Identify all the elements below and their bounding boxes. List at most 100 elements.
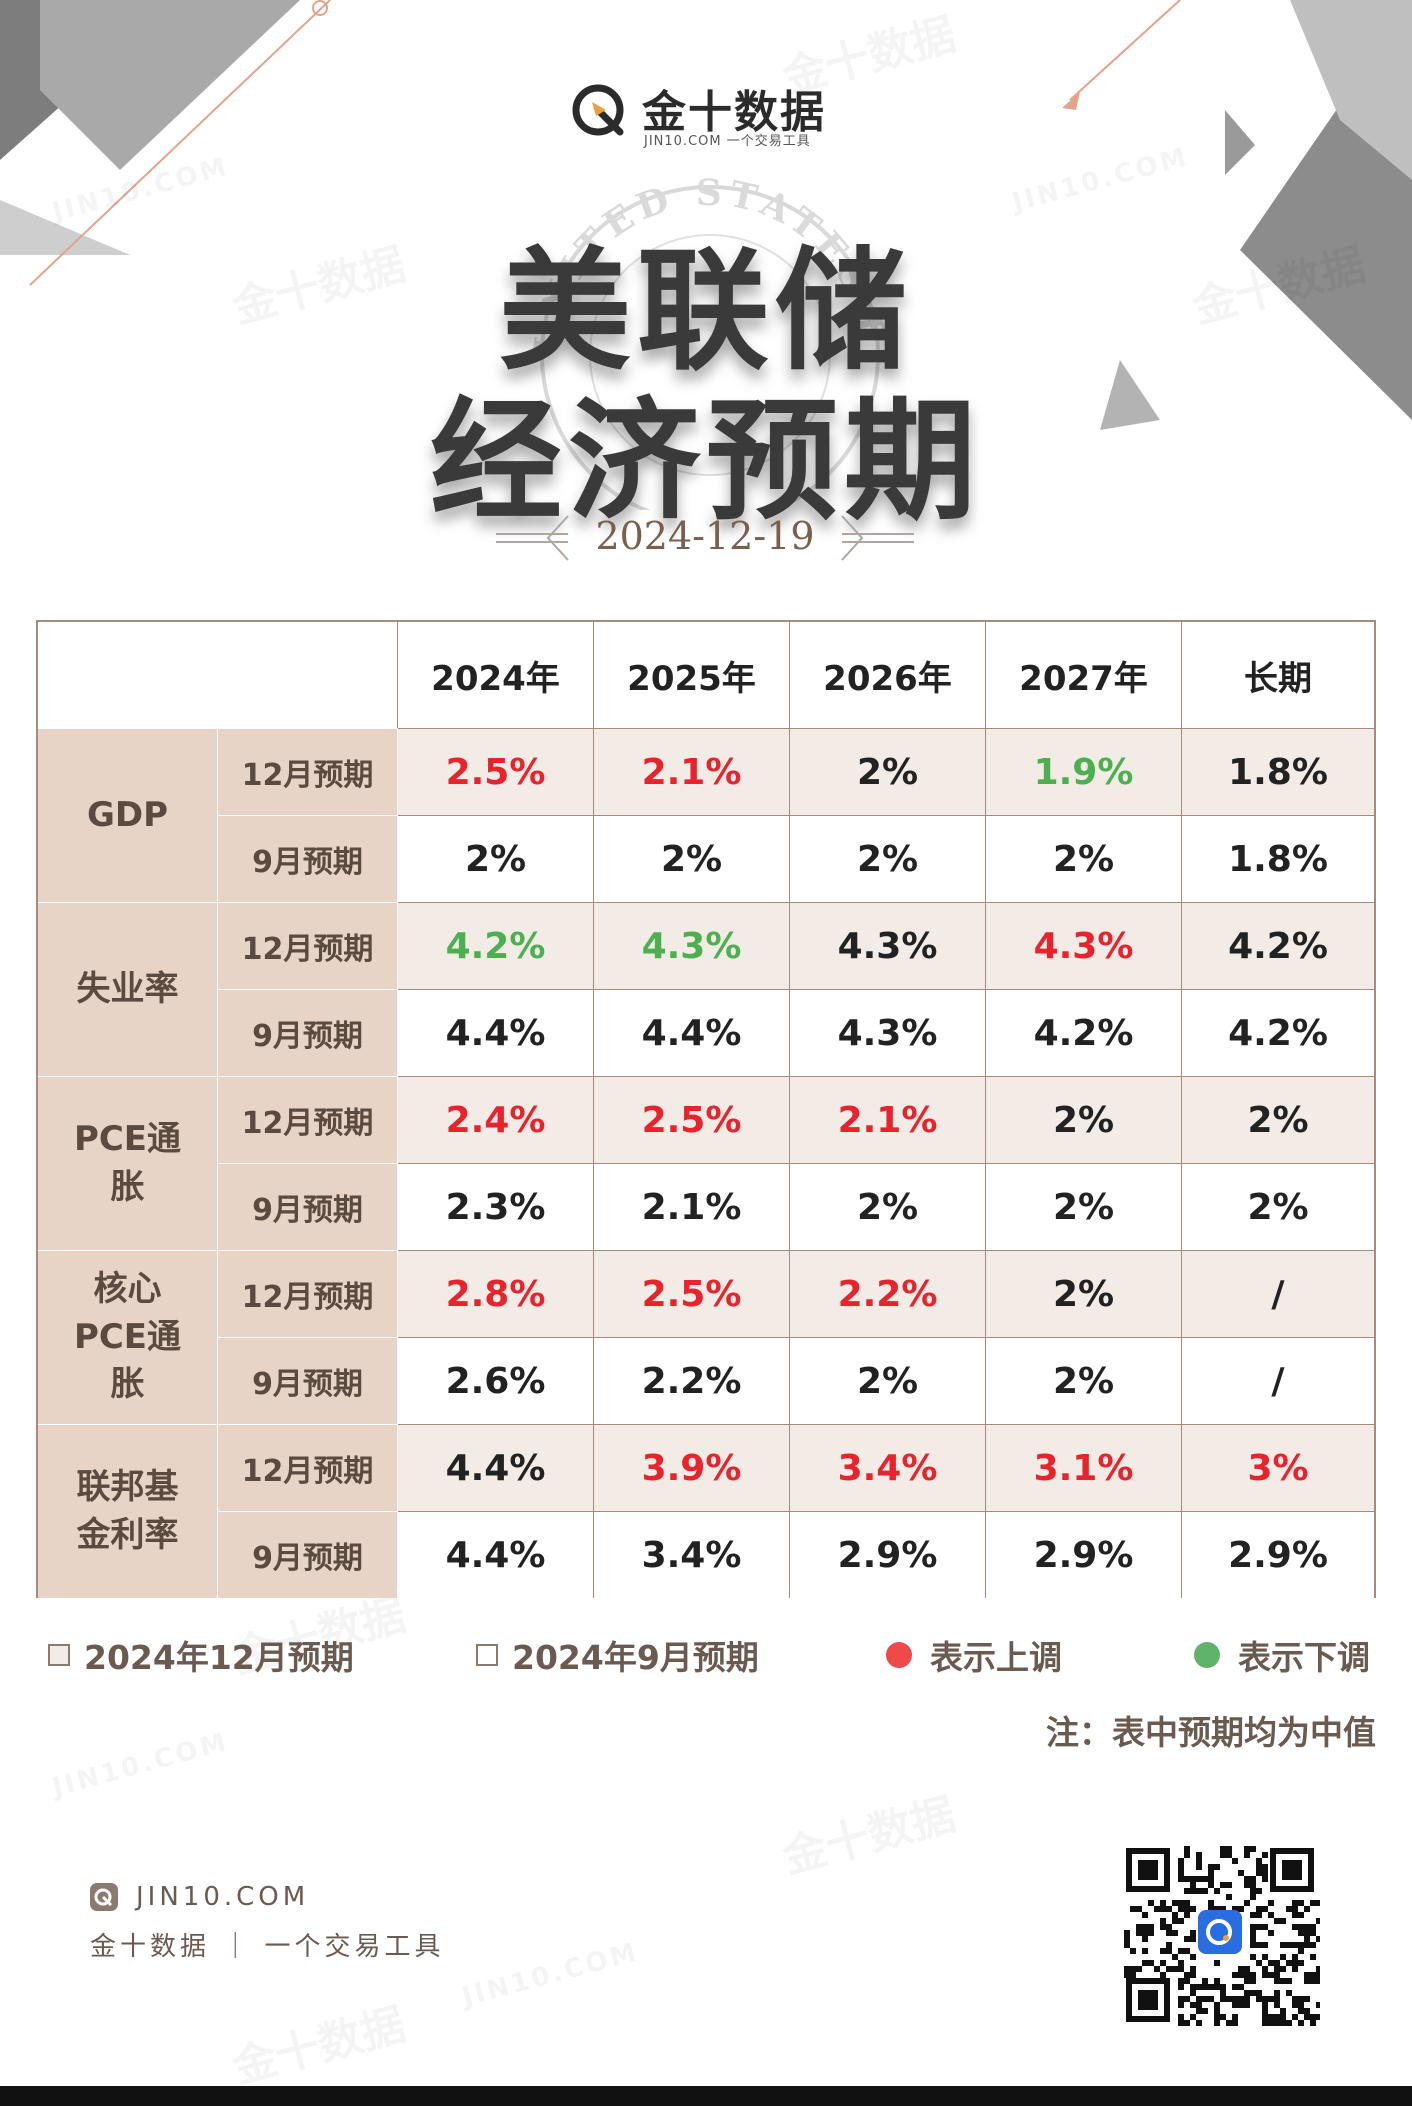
table-cell: 4.4% bbox=[398, 989, 594, 1076]
legend-label: 表示上调 bbox=[930, 1638, 1062, 1677]
jin10-small-logo-icon bbox=[90, 1883, 118, 1911]
table-cell: 2% bbox=[398, 815, 594, 902]
watermark: JIN10.COM bbox=[459, 1937, 642, 2013]
table-cell: 2.9% bbox=[790, 1511, 986, 1598]
table-cell: 1.8% bbox=[1182, 728, 1374, 815]
footer-tagline: 金十数据 ｜ 一个交易工具 bbox=[90, 1932, 445, 1962]
red-dot-icon bbox=[886, 1642, 912, 1668]
table-cell: 4.3% bbox=[790, 902, 986, 989]
green-dot-icon bbox=[1194, 1642, 1220, 1668]
table-cell: 4.3% bbox=[986, 902, 1182, 989]
table-cell: 2% bbox=[986, 1337, 1182, 1424]
table-cell: 2.1% bbox=[594, 1163, 790, 1250]
row-group-label: 联邦基金利率 bbox=[38, 1424, 218, 1598]
row-group-label: GDP bbox=[38, 728, 218, 902]
table-cell: 2.2% bbox=[594, 1337, 790, 1424]
table-cell: 4.4% bbox=[398, 1511, 594, 1598]
table-cell: 4.4% bbox=[398, 1424, 594, 1511]
brand-logo: 金十数据 JIN10.COM 一个交易工具 bbox=[570, 76, 850, 149]
federal-reserve-seal: UNITED STATES FEDERAL RESERVE bbox=[520, 170, 887, 510]
page-title-line-1: 美联储 bbox=[499, 234, 913, 389]
table-cell: 2.9% bbox=[986, 1511, 1182, 1598]
row-forecast-label: 9月预期 bbox=[218, 815, 398, 902]
corner-decoration-top-right bbox=[1062, 0, 1412, 430]
table-cell: 2.1% bbox=[594, 728, 790, 815]
row-forecast-label: 12月预期 bbox=[218, 1424, 398, 1511]
legend-item-december: 2024年12月预期 bbox=[48, 1630, 354, 1680]
table-cell: 2% bbox=[986, 1163, 1182, 1250]
legend: 2024年12月预期 2024年9月预期 表示上调 表示下调 bbox=[36, 1630, 1376, 1680]
table-row: 12月预期 2.4% 2.5% 2.1% 2% 2% bbox=[218, 1076, 1374, 1163]
legend-label: 表示下调 bbox=[1238, 1638, 1370, 1677]
date-label: 2024-12-19 bbox=[595, 514, 815, 558]
row-group-label: 核心PCE通胀 bbox=[38, 1250, 218, 1424]
table-row: 9月预期 2.3% 2.1% 2% 2% 2% bbox=[218, 1163, 1374, 1250]
table-row: 12月预期 4.2% 4.3% 4.3% 4.3% 4.2% bbox=[218, 902, 1374, 989]
table-row: 9月预期 4.4% 3.4% 2.9% 2.9% 2.9% bbox=[218, 1511, 1374, 1598]
table-row: 12月预期 2.8% 2.5% 2.2% 2% / bbox=[218, 1250, 1374, 1337]
table-cell: 2.4% bbox=[398, 1076, 594, 1163]
table-cell: 2.3% bbox=[398, 1163, 594, 1250]
table-row: 9月预期 2% 2% 2% 2% 1.8% bbox=[218, 815, 1374, 902]
table-cell: 2% bbox=[986, 815, 1182, 902]
column-header: 2027年 bbox=[986, 622, 1182, 728]
shaded-square-icon bbox=[48, 1644, 70, 1666]
legend-item-up: 表示上调 bbox=[886, 1630, 1062, 1680]
row-forecast-label: 9月预期 bbox=[218, 1337, 398, 1424]
table-cell: 1.8% bbox=[1182, 815, 1374, 902]
row-forecast-label: 9月预期 bbox=[218, 989, 398, 1076]
table-cell: 4.2% bbox=[398, 902, 594, 989]
table-cell: 2.1% bbox=[790, 1076, 986, 1163]
table-cell: 2.2% bbox=[790, 1250, 986, 1337]
date-ornament-left bbox=[496, 515, 569, 561]
row-forecast-label: 12月预期 bbox=[218, 1250, 398, 1337]
table-cell: 2% bbox=[594, 815, 790, 902]
table-header-row: 2024年 2025年 2026年 2027年 长期 bbox=[38, 622, 1374, 728]
legend-label: 2024年9月预期 bbox=[512, 1638, 759, 1677]
table-cell: 2.5% bbox=[594, 1076, 790, 1163]
table-cell: / bbox=[1182, 1250, 1374, 1337]
table-cell: 2.5% bbox=[398, 728, 594, 815]
legend-item-down: 表示下调 bbox=[1194, 1630, 1370, 1680]
table-cell: 2% bbox=[790, 728, 986, 815]
table-cell: 4.2% bbox=[1182, 902, 1374, 989]
table-cell: 2.5% bbox=[594, 1250, 790, 1337]
table-cell: 3.4% bbox=[594, 1511, 790, 1598]
projections-table: 2024年 2025年 2026年 2027年 长期 GDP 12月预期 2.5% 2… bbox=[36, 620, 1376, 1598]
table-header-corner bbox=[38, 622, 398, 728]
table-cell: 4.2% bbox=[986, 989, 1182, 1076]
column-header: 2024年 bbox=[398, 622, 594, 728]
table-row: 9月预期 4.4% 4.4% 4.3% 4.2% 4.2% bbox=[218, 989, 1374, 1076]
table-cell: 2.8% bbox=[398, 1250, 594, 1337]
empty-square-icon bbox=[476, 1644, 498, 1666]
table-cell: 4.2% bbox=[1182, 989, 1374, 1076]
table-cell: 2% bbox=[790, 1163, 986, 1250]
table-cell: 2% bbox=[790, 815, 986, 902]
brand-subtitle: JIN10.COM 一个交易工具 bbox=[644, 134, 811, 149]
qr-code bbox=[1120, 1818, 1320, 2030]
table-cell: 4.3% bbox=[594, 902, 790, 989]
table-cell: 3.1% bbox=[986, 1424, 1182, 1511]
footer-site: JIN10.COM bbox=[90, 1880, 309, 1914]
column-header: 2026年 bbox=[790, 622, 986, 728]
legend-label: 2024年12月预期 bbox=[84, 1638, 354, 1677]
bottom-bar bbox=[0, 2086, 1412, 2106]
row-forecast-label: 9月预期 bbox=[218, 1511, 398, 1598]
table-cell: 2% bbox=[986, 1076, 1182, 1163]
watermark: 金十数据 bbox=[225, 1988, 412, 2095]
footer-site-label: JIN10.COM bbox=[136, 1882, 310, 1912]
row-group-label: PCE通胀 bbox=[38, 1076, 218, 1250]
table-row: 12月预期 4.4% 3.9% 3.4% 3.1% 3% bbox=[218, 1424, 1374, 1511]
row-forecast-label: 12月预期 bbox=[218, 902, 398, 989]
watermark: 金十数据 bbox=[775, 1778, 962, 1885]
table-cell: 3% bbox=[1182, 1424, 1374, 1511]
brand-name: 金十数据 bbox=[642, 87, 826, 138]
table-cell: 1.9% bbox=[986, 728, 1182, 815]
table-cell: 4.3% bbox=[790, 989, 986, 1076]
watermark: JIN10.COM bbox=[49, 1727, 232, 1803]
table-cell: 3.4% bbox=[790, 1424, 986, 1511]
row-forecast-label: 9月预期 bbox=[218, 1163, 398, 1250]
median-note: 注：表中预期均为中值 bbox=[1046, 1713, 1376, 1752]
table-row: 9月预期 2.6% 2.2% 2% 2% / bbox=[218, 1337, 1374, 1424]
date-banner: 2024-12-19 bbox=[490, 510, 920, 566]
